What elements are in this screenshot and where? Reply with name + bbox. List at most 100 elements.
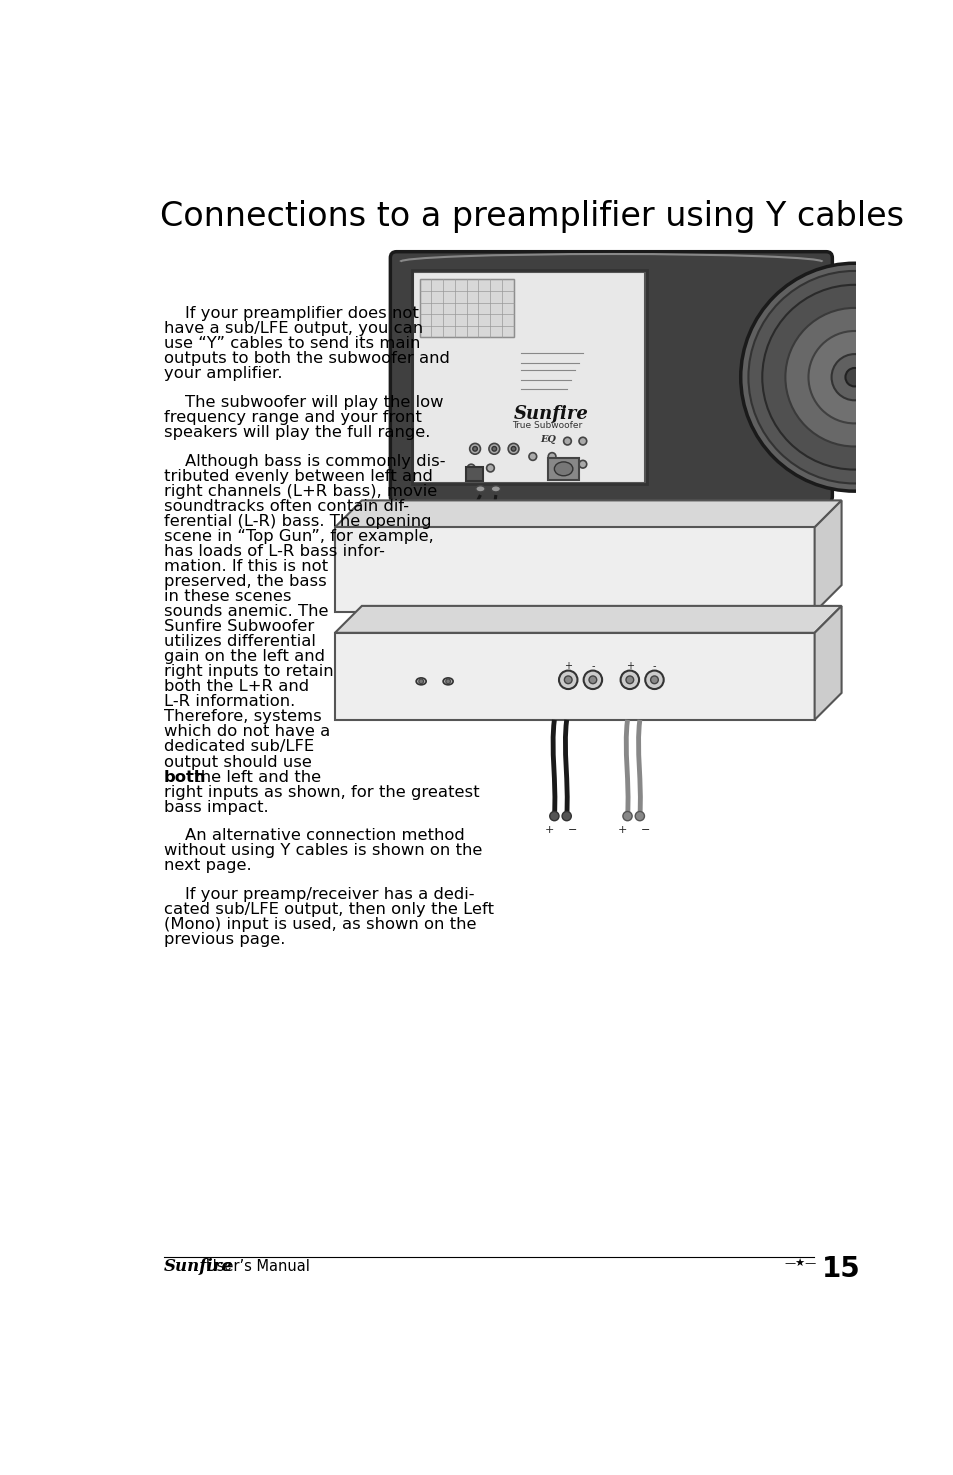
Ellipse shape	[455, 590, 464, 596]
Text: True Subwoofer: True Subwoofer	[512, 422, 581, 431]
Polygon shape	[814, 500, 841, 612]
Polygon shape	[335, 500, 841, 528]
Text: in these scenes: in these scenes	[164, 590, 292, 605]
Bar	[548, 459, 578, 479]
Circle shape	[486, 465, 494, 472]
Circle shape	[434, 590, 438, 594]
Text: User’s Manual: User’s Manual	[205, 1258, 309, 1274]
Text: dedicated sub/LFE: dedicated sub/LFE	[164, 739, 314, 755]
Text: Sunfire: Sunfire	[164, 1258, 233, 1274]
Text: the left and the: the left and the	[189, 770, 320, 785]
Text: 15: 15	[821, 1255, 861, 1283]
Text: speakers will play the full range.: speakers will play the full range.	[164, 425, 430, 441]
Circle shape	[558, 671, 577, 689]
Text: Connections to a preamplifier using Y cables: Connections to a preamplifier using Y ca…	[160, 201, 903, 233]
Circle shape	[583, 671, 601, 689]
Ellipse shape	[416, 678, 426, 684]
Circle shape	[578, 460, 586, 468]
Text: mation. If this is not: mation. If this is not	[164, 559, 328, 574]
Polygon shape	[335, 528, 814, 612]
Text: L-R information.: L-R information.	[164, 695, 294, 709]
Text: -: -	[652, 661, 656, 671]
Text: If your preamplifier does not: If your preamplifier does not	[164, 307, 418, 322]
Circle shape	[508, 444, 518, 454]
Text: −: −	[639, 825, 649, 835]
Text: have a sub/LFE output, you can: have a sub/LFE output, you can	[164, 322, 423, 336]
Text: sounds anemic. The: sounds anemic. The	[164, 605, 328, 620]
Circle shape	[445, 678, 450, 683]
FancyBboxPatch shape	[390, 252, 831, 503]
Text: right inputs to retain: right inputs to retain	[164, 664, 334, 680]
Circle shape	[844, 367, 863, 386]
Text: cated sub/LFE output, then only the Left: cated sub/LFE output, then only the Left	[164, 903, 494, 917]
Circle shape	[549, 811, 558, 820]
Circle shape	[456, 590, 461, 594]
Circle shape	[761, 285, 946, 469]
Circle shape	[620, 671, 639, 689]
Polygon shape	[335, 606, 841, 633]
Text: right inputs as shown, for the greatest: right inputs as shown, for the greatest	[164, 785, 479, 799]
Text: both the L+R and: both the L+R and	[164, 680, 309, 695]
Circle shape	[563, 460, 571, 468]
Circle shape	[561, 811, 571, 820]
Text: soundtracks often contain dif-: soundtracks often contain dif-	[164, 499, 409, 515]
Circle shape	[831, 354, 877, 400]
Text: right channels (L+R bass), movie: right channels (L+R bass), movie	[164, 484, 436, 499]
Circle shape	[644, 671, 663, 689]
Text: bass impact.: bass impact.	[164, 799, 269, 814]
Ellipse shape	[431, 590, 441, 596]
Text: The subwoofer will play the low: The subwoofer will play the low	[164, 395, 443, 410]
Text: (Mono) input is used, as shown on the: (Mono) input is used, as shown on the	[164, 917, 476, 932]
Circle shape	[650, 676, 658, 683]
Ellipse shape	[491, 485, 500, 493]
Text: use “Y” cables to send its main: use “Y” cables to send its main	[164, 336, 420, 351]
Text: —★—: —★—	[783, 1258, 816, 1268]
Circle shape	[511, 447, 516, 451]
Circle shape	[473, 447, 476, 451]
Text: +: +	[563, 661, 572, 671]
Text: utilizes differential: utilizes differential	[164, 634, 315, 649]
Circle shape	[784, 308, 923, 447]
Text: previous page.: previous page.	[164, 932, 285, 947]
Text: Sunfire Subwoofer: Sunfire Subwoofer	[164, 620, 314, 634]
Text: EQ: EQ	[539, 435, 556, 444]
Ellipse shape	[442, 678, 453, 684]
Circle shape	[578, 437, 586, 445]
Circle shape	[625, 676, 633, 683]
Circle shape	[492, 447, 497, 451]
Bar	[413, 271, 644, 482]
Circle shape	[467, 465, 475, 472]
Text: An alternative connection method: An alternative connection method	[164, 829, 464, 844]
Text: both: both	[164, 770, 206, 785]
Circle shape	[488, 444, 499, 454]
Text: gain on the left and: gain on the left and	[164, 649, 325, 664]
Text: next page.: next page.	[164, 858, 252, 873]
Text: frequency range and your front: frequency range and your front	[164, 410, 421, 425]
Text: outputs to both the subwoofer and: outputs to both the subwoofer and	[164, 351, 450, 366]
Text: ferential (L-R) bass. The opening: ferential (L-R) bass. The opening	[164, 515, 431, 530]
Ellipse shape	[476, 485, 484, 493]
Circle shape	[807, 330, 900, 423]
Circle shape	[740, 263, 953, 491]
Circle shape	[563, 437, 571, 445]
Circle shape	[548, 453, 556, 460]
Text: which do not have a: which do not have a	[164, 724, 330, 739]
Text: +: +	[544, 825, 553, 835]
Text: Therefore, systems: Therefore, systems	[164, 709, 321, 724]
Ellipse shape	[554, 462, 572, 476]
Circle shape	[748, 271, 953, 484]
Text: +: +	[625, 661, 633, 671]
Text: -: -	[591, 661, 594, 671]
Text: Sunfire: Sunfire	[513, 406, 588, 423]
Circle shape	[588, 676, 596, 683]
Polygon shape	[814, 606, 841, 720]
Circle shape	[469, 444, 480, 454]
Text: preserved, the bass: preserved, the bass	[164, 574, 326, 590]
Text: Although bass is commonly dis-: Although bass is commonly dis-	[164, 454, 445, 469]
Circle shape	[564, 676, 572, 683]
Text: without using Y cables is shown on the: without using Y cables is shown on the	[164, 844, 482, 858]
Circle shape	[418, 678, 423, 683]
Circle shape	[622, 811, 632, 820]
Bar	[465, 468, 482, 481]
Text: tributed evenly between left and: tributed evenly between left and	[164, 469, 433, 484]
